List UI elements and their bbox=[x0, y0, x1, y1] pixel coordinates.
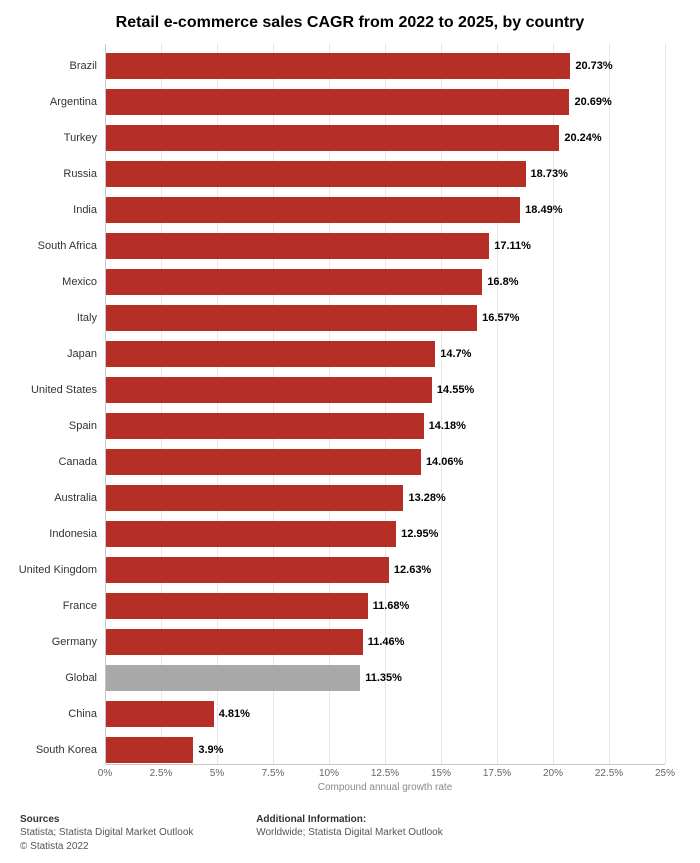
bar bbox=[106, 89, 569, 115]
bar-value-label: 20.69% bbox=[574, 96, 611, 108]
grid-line bbox=[497, 44, 498, 764]
bar bbox=[106, 737, 193, 763]
y-category-label: Australia bbox=[0, 492, 97, 504]
grid-line bbox=[385, 44, 386, 764]
footer-sources-line: Statista; Statista Digital Market Outloo… bbox=[20, 826, 193, 840]
bar-value-label: 4.81% bbox=[219, 708, 250, 720]
footer-additional: Additional Information: Worldwide; Stati… bbox=[256, 813, 443, 840]
x-tick-label: 7.5% bbox=[262, 768, 285, 779]
bar-value-label: 12.95% bbox=[401, 528, 438, 540]
bar bbox=[106, 377, 432, 403]
y-category-label: China bbox=[0, 708, 97, 720]
chart-area: 0%2.5%5%7.5%10%12.5%15%17.5%20%22.5%25%B… bbox=[105, 44, 665, 784]
bar-value-label: 3.9% bbox=[198, 744, 223, 756]
bar bbox=[106, 449, 421, 475]
bar-value-label: 14.18% bbox=[429, 420, 466, 432]
chart-container: { "title": "Retail e-commerce sales CAGR… bbox=[0, 0, 700, 863]
bar bbox=[106, 665, 360, 691]
y-category-label: Spain bbox=[0, 420, 97, 432]
bar bbox=[106, 413, 424, 439]
plot-area: 0%2.5%5%7.5%10%12.5%15%17.5%20%22.5%25%B… bbox=[105, 44, 665, 784]
grid-line bbox=[217, 44, 218, 764]
x-tick-label: 5% bbox=[210, 768, 224, 779]
y-category-label: Brazil bbox=[0, 60, 97, 72]
y-category-label: United States bbox=[0, 384, 97, 396]
y-category-label: Argentina bbox=[0, 96, 97, 108]
y-category-label: Japan bbox=[0, 348, 97, 360]
bar bbox=[106, 341, 435, 367]
bar bbox=[106, 593, 368, 619]
bar bbox=[106, 269, 482, 295]
bar bbox=[106, 701, 214, 727]
bar-value-label: 20.24% bbox=[564, 132, 601, 144]
grid-line bbox=[329, 44, 330, 764]
footer-sources-line: © Statista 2022 bbox=[20, 840, 193, 854]
bar-value-label: 14.06% bbox=[426, 456, 463, 468]
x-tick-label: 12.5% bbox=[371, 768, 399, 779]
y-category-label: Canada bbox=[0, 456, 97, 468]
bar-value-label: 20.73% bbox=[575, 60, 612, 72]
bar-value-label: 18.73% bbox=[531, 168, 568, 180]
bar-value-label: 18.49% bbox=[525, 204, 562, 216]
grid-line bbox=[441, 44, 442, 764]
y-category-label: Turkey bbox=[0, 132, 97, 144]
footer-sources-heading: Sources bbox=[20, 813, 193, 827]
grid-line bbox=[273, 44, 274, 764]
y-category-label: Global bbox=[0, 672, 97, 684]
grid-line bbox=[665, 44, 666, 764]
x-tick-label: 22.5% bbox=[595, 768, 623, 779]
x-tick-label: 17.5% bbox=[483, 768, 511, 779]
y-category-label: France bbox=[0, 600, 97, 612]
chart-title: Retail e-commerce sales CAGR from 2022 t… bbox=[0, 0, 700, 38]
bar bbox=[106, 197, 520, 223]
bar bbox=[106, 629, 363, 655]
x-tick-label: 0% bbox=[98, 768, 112, 779]
bar-value-label: 11.46% bbox=[368, 636, 405, 648]
x-axis-title: Compound annual growth rate bbox=[318, 782, 453, 793]
bar-value-label: 16.8% bbox=[487, 276, 518, 288]
x-tick-label: 20% bbox=[543, 768, 563, 779]
y-axis-line bbox=[105, 44, 106, 764]
y-category-label: Italy bbox=[0, 312, 97, 324]
bar bbox=[106, 53, 570, 79]
x-axis-line bbox=[105, 764, 665, 765]
bar-value-label: 14.55% bbox=[437, 384, 474, 396]
bar bbox=[106, 485, 403, 511]
footer-additional-heading: Additional Information: bbox=[256, 813, 443, 827]
grid-line bbox=[609, 44, 610, 764]
bar bbox=[106, 161, 526, 187]
bar-value-label: 14.7% bbox=[440, 348, 471, 360]
y-category-label: Indonesia bbox=[0, 528, 97, 540]
bar-value-label: 16.57% bbox=[482, 312, 519, 324]
x-tick-label: 25% bbox=[655, 768, 675, 779]
bar-value-label: 13.28% bbox=[408, 492, 445, 504]
bar-value-label: 12.63% bbox=[394, 564, 431, 576]
grid-line bbox=[553, 44, 554, 764]
x-tick-label: 15% bbox=[431, 768, 451, 779]
y-category-label: United Kingdom bbox=[0, 564, 97, 576]
bar-value-label: 17.11% bbox=[494, 240, 531, 252]
y-category-label: South Korea bbox=[0, 744, 97, 756]
footer-sources: Sources Statista; Statista Digital Marke… bbox=[20, 813, 193, 854]
bar-value-label: 11.68% bbox=[373, 600, 410, 612]
grid-line bbox=[161, 44, 162, 764]
bar-value-label: 11.35% bbox=[365, 672, 402, 684]
bar bbox=[106, 125, 559, 151]
bar bbox=[106, 305, 477, 331]
y-category-label: South Africa bbox=[0, 240, 97, 252]
x-tick-label: 10% bbox=[319, 768, 339, 779]
y-category-label: Germany bbox=[0, 636, 97, 648]
footer-additional-line: Worldwide; Statista Digital Market Outlo… bbox=[256, 826, 443, 840]
bar bbox=[106, 557, 389, 583]
x-tick-label: 2.5% bbox=[150, 768, 173, 779]
chart-footer: Sources Statista; Statista Digital Marke… bbox=[20, 813, 503, 854]
bar bbox=[106, 521, 396, 547]
y-category-label: Russia bbox=[0, 168, 97, 180]
bar bbox=[106, 233, 489, 259]
y-category-label: India bbox=[0, 204, 97, 216]
y-category-label: Mexico bbox=[0, 276, 97, 288]
